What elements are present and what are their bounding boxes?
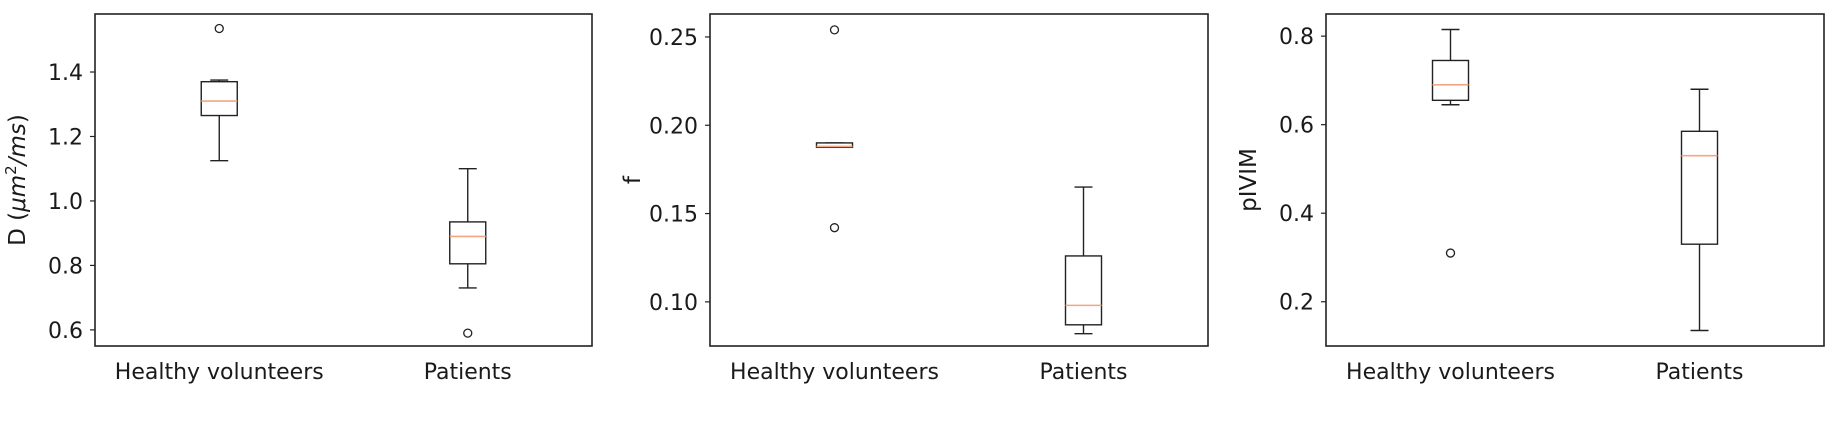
x-category-label: Healthy volunteers <box>730 360 939 385</box>
interquartile-box <box>200 80 238 117</box>
y-axis-label: D (μm2/ms) <box>2 114 31 246</box>
box-plot-healthy-volunteers <box>1431 28 1470 258</box>
box-plot-patients <box>1680 88 1719 332</box>
y-axis-label-superscript: 2 <box>2 165 20 175</box>
x-category-label: Patients <box>1655 360 1743 385</box>
y-tick-label: 0.4 <box>1279 202 1314 227</box>
y-tick-label: 0.15 <box>649 203 698 228</box>
plot-frame <box>1325 13 1825 347</box>
y-axis-label-close: ) <box>5 114 31 123</box>
x-category-label: Patients <box>1039 360 1127 385</box>
chart-panel-1: 0.6 0.8 1.0 1.2 1.4 D (μm2/ms) Healthy volunte… <box>2 13 593 385</box>
outlier-point <box>1445 248 1456 258</box>
outlier-point <box>829 25 840 35</box>
box-plot-healthy-volunteers <box>200 23 238 162</box>
interquartile-box <box>1064 255 1103 326</box>
outlier-point <box>463 328 473 338</box>
outlier-point <box>214 23 224 34</box>
x-category-label: Patients <box>424 360 512 385</box>
y-tick-label: 1.0 <box>48 190 83 215</box>
y-tick-label: 0.8 <box>1279 25 1314 50</box>
y-tick-label: 1.4 <box>48 61 83 86</box>
interquartile-box <box>1680 130 1719 245</box>
y-axis-label-unit: μm <box>5 175 31 213</box>
plot-frame <box>94 13 593 347</box>
y-tick-label: 1.2 <box>48 125 83 150</box>
interquartile-box <box>1431 59 1470 102</box>
chart-panel-3: 0.2 0.4 0.6 0.8 pIVIM Healthy volunteers Patie… <box>1236 13 1825 385</box>
y-tick-label: 0.20 <box>649 114 698 139</box>
y-axis-label-text: D ( <box>5 212 31 246</box>
outlier-point <box>829 223 840 233</box>
y-axis-label-unit-denominator: /ms <box>5 123 31 167</box>
interquartile-box <box>815 142 854 149</box>
y-tick-label: 0.8 <box>48 254 83 279</box>
box-plot-patients <box>449 168 487 338</box>
box-plot-patients <box>1064 186 1103 335</box>
x-category-label: Healthy volunteers <box>1346 360 1555 385</box>
interquartile-box <box>449 221 487 265</box>
y-tick-label: 0.25 <box>649 26 698 51</box>
x-category-label: Healthy volunteers <box>115 360 324 385</box>
y-axis-label: f <box>620 175 646 184</box>
y-axis-label: pIVIM <box>1236 148 1262 212</box>
y-tick-label: 0.6 <box>48 319 83 344</box>
plot-frame <box>709 13 1209 347</box>
y-tick-label: 0.2 <box>1279 291 1314 316</box>
box-plot-healthy-volunteers <box>815 25 854 233</box>
chart-panel-2: 0.10 0.15 0.20 0.25 f Healthy volunteers Patie… <box>620 13 1209 385</box>
y-tick-label: 0.10 <box>649 291 698 316</box>
y-tick-label: 0.6 <box>1279 114 1314 139</box>
